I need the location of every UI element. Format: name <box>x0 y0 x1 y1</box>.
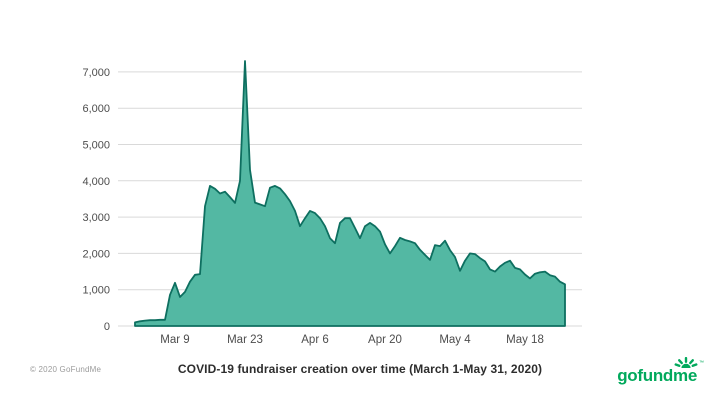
y-axis-label: 4,000 <box>82 176 110 188</box>
y-axis-label: 5,000 <box>82 140 110 152</box>
logo-text-me: me <box>673 366 697 385</box>
copyright-text: © 2020 GoFundMe <box>30 365 102 374</box>
chart-caption: COVID-19 fundraiser creation over time (… <box>177 362 543 376</box>
logo-text-gofund: gofund <box>617 366 674 385</box>
y-axis-label: 6,000 <box>82 103 110 115</box>
y-axis-label: 2,000 <box>82 248 110 260</box>
x-axis-label: May 4 <box>439 334 471 346</box>
x-axis-label: May 18 <box>506 334 544 346</box>
y-axis-label: 1,000 <box>82 285 110 297</box>
x-axis-label: Mar 23 <box>227 334 263 346</box>
gofundme-logo: gofund me ™ <box>617 357 704 385</box>
x-axis-label: Mar 9 <box>160 334 189 346</box>
y-axis-label: 3,000 <box>82 212 110 224</box>
y-axis-label: 7,000 <box>82 67 110 79</box>
x-axis-label: Apr 20 <box>368 334 402 346</box>
y-axis-label: 0 <box>104 321 110 333</box>
x-axis-label: Apr 6 <box>301 334 329 346</box>
area-series <box>134 60 566 327</box>
trademark-symbol: ™ <box>699 360 704 366</box>
sunburst-icon <box>674 357 698 368</box>
